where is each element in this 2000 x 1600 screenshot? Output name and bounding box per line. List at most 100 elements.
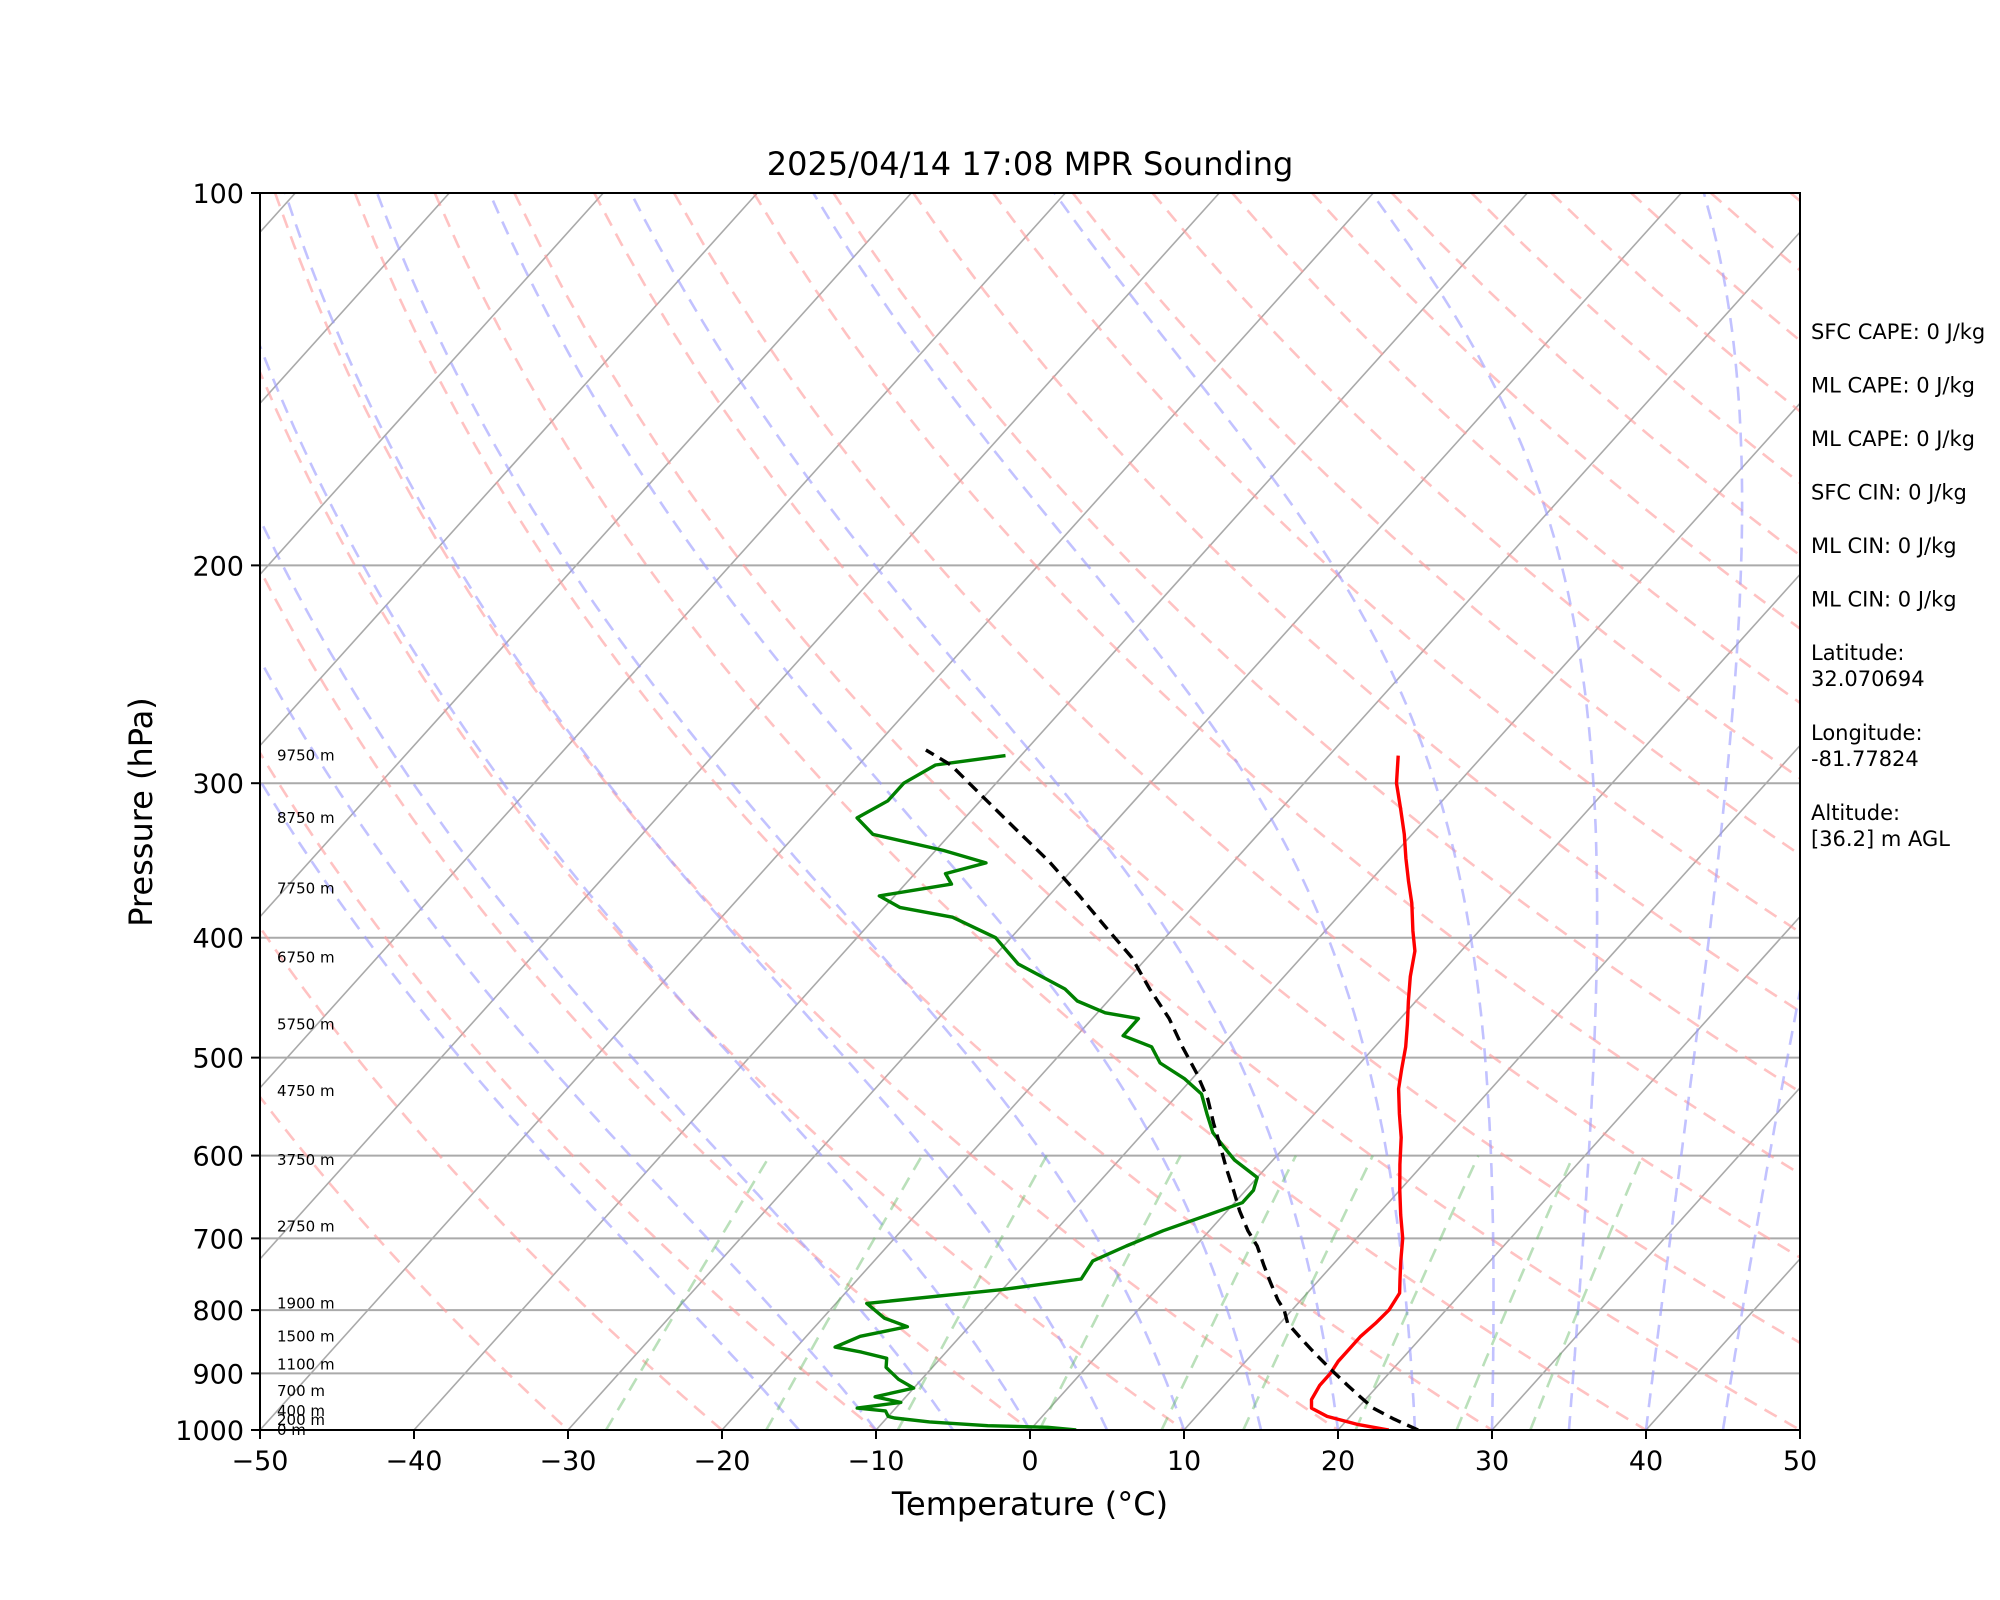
x-tick-label: 10 — [1167, 1446, 1201, 1477]
info-text: Longitude: — [1811, 721, 1923, 745]
dry-adiabat-line — [1151, 193, 1800, 780]
height-label: 1900 m — [277, 1294, 335, 1312]
info-text: -81.77824 — [1811, 747, 1919, 771]
mixing-ratio-line — [1455, 1155, 1575, 1430]
isotherm-line — [1183, 744, 1800, 1430]
x-tick-label: 40 — [1629, 1446, 1663, 1477]
mixing-ratio-line — [1354, 1155, 1480, 1430]
height-label: 3750 m — [277, 1151, 335, 1169]
dry-adiabat-line — [1071, 193, 1800, 857]
height-label: 400 m — [277, 1402, 325, 1420]
moist-adiabat-line — [1721, 984, 1800, 1430]
moist-adiabat-line — [812, 193, 1417, 1430]
moist-adiabat-line — [260, 778, 800, 1430]
isotherm-line — [260, 193, 758, 747]
y-axis-label: Pressure (hPa) — [122, 697, 160, 927]
y-tick-label: 100 — [192, 179, 244, 210]
x-tick-label: −20 — [694, 1446, 751, 1477]
isotherm-line — [260, 193, 1066, 1089]
dry-adiabat-line — [513, 193, 1800, 1430]
isotherm-line — [1029, 573, 1800, 1430]
height-label: 6750 m — [277, 949, 335, 967]
info-text: ML CIN: 0 J/kg — [1811, 534, 1957, 558]
info-panel: SFC CAPE: 0 J/kg ML CAPE: 0 J/kg ML CAPE: … — [1811, 320, 1985, 851]
moist-adiabat-line — [488, 193, 1263, 1430]
info-text: ML CAPE: 0 J/kg — [1811, 374, 1975, 398]
dry-adiabat-line — [353, 193, 1493, 1430]
height-label: 5750 m — [277, 1015, 335, 1033]
parcel-path-line — [925, 748, 1419, 1430]
mixing-ratio-line — [1529, 1155, 1644, 1430]
dry-adiabat-line — [672, 193, 1800, 1259]
height-label: 200 m — [277, 1411, 325, 1429]
height-label: 2750 m — [277, 1218, 335, 1236]
dry-adiabat-line — [260, 1094, 569, 1430]
info-text: ML CAPE: 0 J/kg — [1811, 427, 1975, 451]
dry-adiabat-line — [433, 193, 1647, 1430]
mixing-ratio-line — [604, 1154, 772, 1430]
info-text: 32.070694 — [1811, 667, 1925, 691]
info-text: SFC CAPE: 0 J/kg — [1811, 320, 1985, 344]
isotherm-line — [1337, 915, 1800, 1430]
y-tick-label: 900 — [192, 1359, 244, 1390]
moist-adiabat-line — [1370, 193, 1599, 1430]
dewpoint-line — [833, 753, 1259, 1430]
moist-adiabat-line — [260, 516, 955, 1430]
isotherm-line — [721, 231, 1800, 1430]
height-label: 1500 m — [277, 1327, 335, 1345]
height-label: 8750 m — [277, 809, 335, 827]
dry-adiabat-line — [273, 193, 1339, 1430]
plot-frame — [259, 192, 1801, 1431]
x-tick-label: 30 — [1475, 1446, 1509, 1477]
isotherm-line — [567, 193, 1682, 1430]
moist-adiabat-line — [283, 193, 1109, 1430]
height-label: 1100 m — [277, 1355, 335, 1373]
temperature-line — [1309, 755, 1417, 1430]
y-tick-label: 200 — [192, 551, 244, 582]
x-tick-label: −10 — [848, 1446, 905, 1477]
x-axis-ticks: −50 −40 −30 −20 −10 0 10 20 30 40 50 — [232, 1430, 1817, 1477]
isotherm-line — [260, 193, 450, 405]
x-tick-label: 50 — [1783, 1446, 1817, 1477]
info-text: [36.2] m AGL — [1811, 827, 1950, 851]
y-axis-ticks: 100 200 300 400 500 600 700 800 900 1000 — [175, 179, 260, 1447]
isotherm-line — [413, 193, 1528, 1430]
x-tick-label: −30 — [540, 1446, 597, 1477]
x-tick-label: 0 — [1021, 1446, 1038, 1477]
isotherm-line — [260, 193, 1220, 1261]
y-tick-label: 300 — [192, 769, 244, 800]
height-label: 4750 m — [277, 1082, 335, 1100]
x-tick-label: 20 — [1321, 1446, 1355, 1477]
height-label: 700 m — [277, 1382, 325, 1400]
info-text: Latitude: — [1811, 641, 1905, 665]
y-tick-label: 1000 — [175, 1416, 244, 1447]
y-tick-label: 400 — [192, 924, 244, 955]
data-series — [833, 748, 1419, 1430]
mixing-ratio-line — [1242, 1155, 1374, 1430]
moist-adiabat-line — [260, 342, 1032, 1430]
moist-adiabat-line — [375, 193, 1186, 1430]
height-label: 9750 m — [277, 747, 335, 765]
dry-adiabat-line — [260, 567, 1031, 1430]
y-tick-label: 600 — [192, 1142, 244, 1173]
info-text: Altitude: — [1811, 801, 1900, 825]
chart-title: 2025/04/14 17:08 MPR Sounding — [767, 145, 1294, 183]
isotherm-line — [1491, 1086, 1800, 1430]
mixing-ratio-line — [1038, 1154, 1182, 1430]
isotherm-line — [0, 193, 141, 1430]
x-tick-label: −50 — [232, 1446, 289, 1477]
height-labels: 9750 m 8750 m 7750 m 6750 m 5750 m 4750 m 3750… — [277, 747, 335, 1439]
moist-adiabat-line — [1053, 193, 1495, 1430]
isotherm-line — [260, 193, 604, 576]
dry-adiabat-line — [593, 193, 1800, 1345]
y-tick-label: 800 — [192, 1296, 244, 1327]
isotherm-line — [260, 193, 1374, 1430]
x-axis-label: Temperature (°C) — [891, 1485, 1168, 1523]
y-tick-label: 500 — [192, 1044, 244, 1075]
x-tick-label: −40 — [386, 1446, 443, 1477]
dry-adiabat-line — [832, 193, 1800, 1094]
isotherm-line — [875, 402, 1800, 1430]
y-tick-label: 700 — [192, 1224, 244, 1255]
dry-adiabat-line — [260, 750, 877, 1430]
